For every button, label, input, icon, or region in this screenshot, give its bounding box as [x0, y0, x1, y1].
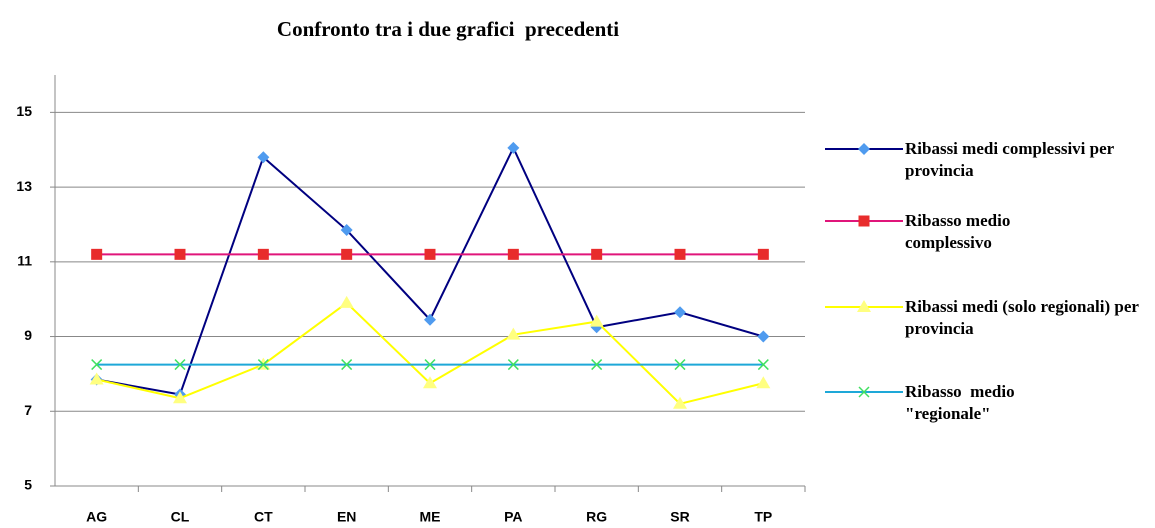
- legend-label: Ribasso medio complessivo: [905, 211, 1015, 252]
- x-tick-label: AG: [86, 509, 107, 525]
- marker: [858, 386, 870, 398]
- marker: [257, 359, 269, 371]
- marker: [257, 151, 270, 164]
- marker: [257, 248, 269, 260]
- x-tick-label: EN: [337, 509, 356, 525]
- y-tick-label: 15: [16, 103, 32, 119]
- y-tick-label: 7: [24, 402, 32, 418]
- y-tick-label: 9: [24, 327, 32, 343]
- marker: [174, 248, 186, 260]
- marker: [91, 359, 103, 371]
- marker: [589, 314, 604, 327]
- marker: [857, 300, 871, 312]
- marker: [341, 359, 353, 371]
- marker: [507, 141, 520, 154]
- x-tick-label: PA: [504, 509, 522, 525]
- marker: [858, 215, 870, 227]
- marker: [674, 248, 686, 260]
- marker: [756, 376, 771, 389]
- marker: [423, 376, 437, 389]
- marker: [674, 306, 686, 319]
- marker: [757, 330, 770, 343]
- marker: [591, 248, 603, 260]
- marker: [424, 359, 436, 371]
- x-tick-label: RG: [586, 509, 607, 525]
- marker: [424, 248, 436, 260]
- marker: [507, 248, 519, 260]
- marker: [91, 248, 103, 260]
- chart-title: Confronto tra i due grafici precedenti: [277, 17, 619, 41]
- x-tick-label: CL: [171, 509, 190, 525]
- y-tick-label: 11: [17, 253, 32, 269]
- marker: [173, 391, 187, 404]
- y-tick-label: 5: [24, 477, 32, 493]
- marker: [341, 248, 353, 260]
- marker: [507, 359, 519, 371]
- legend-label: Ribasso medio "regionale": [905, 382, 1019, 423]
- marker: [89, 372, 104, 385]
- marker: [340, 224, 353, 237]
- x-tick-label: SR: [670, 509, 689, 525]
- y-tick-label: 13: [16, 178, 32, 194]
- marker: [757, 359, 769, 371]
- x-tick-label: CT: [254, 509, 273, 525]
- x-tick-label: ME: [420, 509, 441, 525]
- marker: [674, 359, 686, 371]
- marker: [506, 327, 521, 340]
- marker: [174, 359, 186, 371]
- legend-label: Ribassi medi (solo regionali) per provin…: [905, 297, 1143, 338]
- marker: [858, 143, 870, 155]
- x-tick-label: TP: [754, 509, 772, 525]
- series-line: [96, 145, 764, 396]
- legend-label: Ribassi medi complessivi per provincia: [905, 139, 1119, 180]
- marker: [757, 248, 769, 260]
- marker: [339, 295, 354, 308]
- marker: [591, 359, 603, 371]
- marker: [673, 396, 687, 409]
- marker: [424, 313, 436, 326]
